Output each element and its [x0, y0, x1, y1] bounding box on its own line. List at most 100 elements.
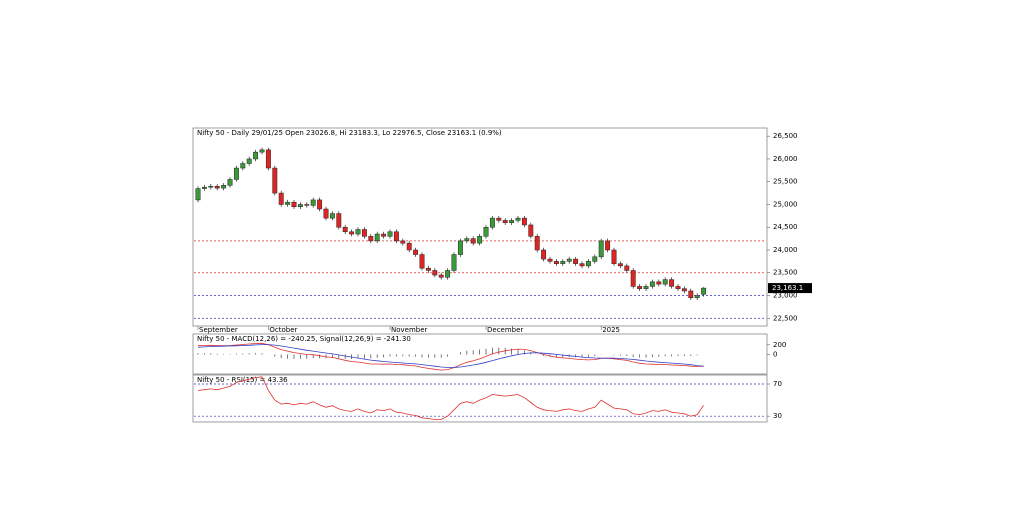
- candle-body: [432, 270, 438, 276]
- macd-line: [197, 342, 704, 371]
- macd-line: [197, 344, 704, 368]
- y-tick-label: 30: [773, 412, 782, 420]
- candle-body: [368, 236, 374, 242]
- candle-body: [374, 233, 380, 242]
- x-tick-label: December: [487, 326, 523, 334]
- candle-body: [701, 287, 707, 295]
- candle-body: [355, 229, 361, 235]
- candle-body: [675, 286, 681, 289]
- candle-body: [265, 149, 271, 169]
- candle-body: [195, 188, 201, 201]
- x-tick-label: 2025: [602, 326, 620, 334]
- candle-body: [566, 258, 572, 262]
- candle-body: [259, 149, 265, 153]
- candle-body: [381, 233, 387, 237]
- x-tick-label: October: [269, 326, 297, 334]
- candle-body: [681, 288, 687, 292]
- candle-body: [470, 238, 476, 244]
- candle-body: [329, 213, 335, 219]
- candle-body: [361, 229, 367, 237]
- candle-body: [214, 186, 220, 189]
- candle-body: [297, 204, 303, 207]
- candle-body: [662, 279, 668, 285]
- candle-body: [477, 236, 483, 244]
- candle-body: [464, 238, 470, 242]
- y-tick-label: 70: [773, 380, 782, 388]
- candle-body: [579, 263, 585, 267]
- candle-body: [483, 226, 489, 237]
- y-tick-label: 26,500: [773, 132, 798, 140]
- candle-body: [617, 263, 623, 267]
- macd-label: Nifty 50 - MACD(12,26) = -240.25, Signal…: [197, 335, 411, 343]
- candle-body: [406, 242, 412, 251]
- y-tick-label: 23,500: [773, 269, 798, 277]
- candle-body: [246, 158, 252, 164]
- y-tick-label: 25,000: [773, 200, 798, 208]
- candle-body: [413, 249, 419, 255]
- candle-body: [573, 258, 579, 264]
- candle-body: [553, 261, 559, 264]
- candle-body: [342, 226, 348, 233]
- y-tick-label: 25,500: [773, 178, 798, 186]
- candle-body: [585, 261, 591, 267]
- candle-body: [393, 231, 399, 242]
- candle-body: [240, 163, 246, 169]
- candle-body: [694, 295, 700, 299]
- candle-body: [630, 270, 636, 287]
- candle-body: [272, 167, 278, 194]
- candle-body: [598, 240, 604, 258]
- y-tick-label: 200: [773, 341, 786, 349]
- candle-body: [438, 274, 444, 278]
- candle-body: [445, 270, 451, 278]
- y-tick-label: 26,000: [773, 155, 798, 163]
- candle-body: [349, 231, 355, 235]
- candle-body: [502, 220, 508, 223]
- candle-body: [400, 240, 406, 244]
- candle-body: [541, 249, 547, 260]
- rsi-label: Nifty 50 - RSI(15) = 43.36: [197, 376, 288, 384]
- candle-body: [624, 265, 630, 271]
- candle-body: [528, 224, 534, 237]
- price-tag-box: [768, 283, 812, 294]
- candle-body: [278, 192, 284, 205]
- candle-body: [509, 220, 515, 223]
- candle-body: [451, 254, 457, 271]
- candle-body: [547, 258, 553, 262]
- candle-body: [521, 217, 527, 226]
- candle-body: [611, 249, 617, 264]
- candle-body: [649, 281, 655, 287]
- price-tag: 23,163.1: [772, 284, 803, 292]
- candle-body: [227, 179, 233, 186]
- candle-body: [637, 286, 643, 289]
- candle-body: [560, 261, 566, 264]
- y-tick-label: 0: [773, 351, 777, 359]
- candle-body: [201, 186, 207, 189]
- candle-body: [285, 201, 291, 205]
- macd-panel: [192, 333, 768, 375]
- candle-body: [592, 256, 598, 262]
- candle-body: [387, 231, 393, 237]
- x-tick-label: November: [391, 326, 428, 334]
- rsi-line: [197, 376, 704, 420]
- chart-title: Nifty 50 - Daily 29/01/25 Open 23026.8, …: [197, 129, 502, 137]
- rsi-panel: [192, 374, 768, 423]
- candle-body: [515, 217, 521, 221]
- y-tick-label: 23,000: [773, 292, 798, 300]
- candle-body: [233, 167, 239, 180]
- candle-body: [496, 217, 502, 221]
- candle-body: [208, 186, 214, 188]
- x-tick-label: September: [199, 326, 238, 334]
- y-tick-label: 24,500: [773, 223, 798, 231]
- y-tick-label: 24,000: [773, 246, 798, 254]
- candle-body: [457, 240, 463, 255]
- candle-body: [688, 290, 694, 299]
- candle-body: [304, 204, 310, 206]
- candle-body: [656, 281, 662, 285]
- candle-body: [419, 254, 425, 269]
- candle-body: [336, 213, 342, 228]
- candle-body: [534, 236, 540, 251]
- y-tick-label: 22,500: [773, 314, 798, 322]
